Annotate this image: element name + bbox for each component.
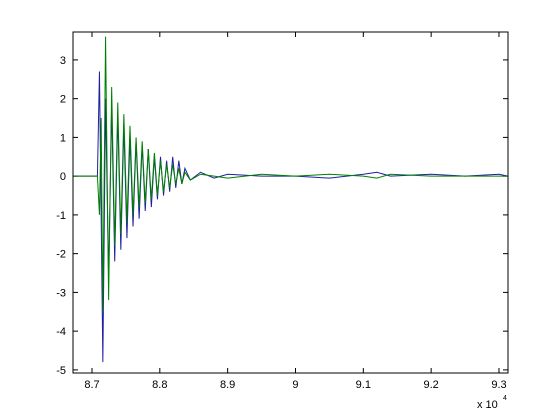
y-tick-label: 1 bbox=[60, 132, 66, 144]
y-tick-label: 0 bbox=[60, 171, 66, 183]
y-tick-label: -2 bbox=[56, 249, 66, 261]
x-tick-label: 9 bbox=[292, 379, 298, 391]
x-tick-label: 9.3 bbox=[491, 379, 506, 391]
y-tick-label: -4 bbox=[56, 326, 66, 338]
y-tick-label: -1 bbox=[56, 210, 66, 222]
x-tick-label: 9.1 bbox=[356, 379, 371, 391]
data-line bbox=[73, 36, 508, 312]
x-tick-label: 8.9 bbox=[220, 379, 235, 391]
x-multiplier: x 10 bbox=[477, 399, 498, 411]
y-tick-label: 3 bbox=[60, 55, 66, 67]
y-tick-label: -3 bbox=[56, 287, 66, 299]
x-tick-label: 8.7 bbox=[84, 379, 99, 391]
x-multiplier-exponent: 4 bbox=[503, 395, 507, 402]
y-tick-label: 2 bbox=[60, 94, 66, 106]
x-tick-label: 8.8 bbox=[152, 379, 167, 391]
axes-box bbox=[72, 31, 509, 374]
y-tick-label: -5 bbox=[56, 365, 66, 377]
x-tick-label: 9.2 bbox=[423, 379, 438, 391]
